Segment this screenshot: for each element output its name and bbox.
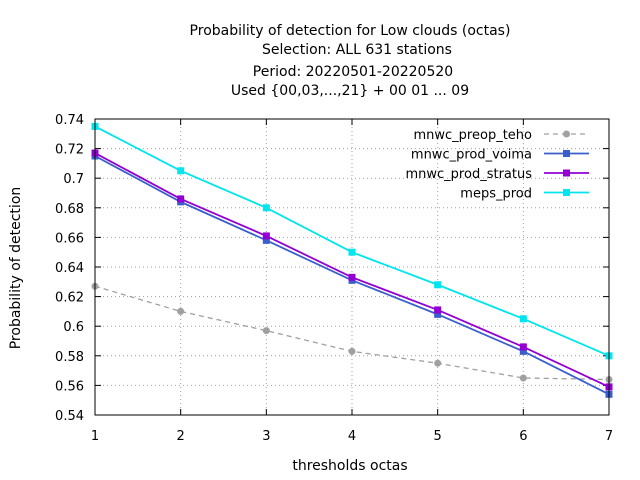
legend-label: meps_prod xyxy=(460,187,532,202)
x-tick-label: 2 xyxy=(177,429,185,444)
data-point xyxy=(177,307,185,315)
legend-label: mnwc_preop_teho xyxy=(414,128,533,143)
y-tick-label: 0.58 xyxy=(55,350,84,365)
legend: mnwc_preop_teho mnwc_prod_voima mnwc_prod_… xyxy=(406,128,589,202)
data-point xyxy=(348,248,356,256)
plot-frame xyxy=(94,118,610,416)
x-tick-label: 3 xyxy=(262,429,270,444)
x-axis-label: thresholds octas xyxy=(292,458,407,474)
legend-item: mnwc_preop_teho xyxy=(414,128,589,143)
data-point xyxy=(348,347,356,355)
series-mnwc_preop_teho xyxy=(91,282,613,383)
data-point xyxy=(519,343,527,351)
y-tick-label: 0.62 xyxy=(55,291,84,306)
y-axis-label: Probability of detection xyxy=(8,187,24,350)
legend-item: mnwc_prod_voima xyxy=(411,148,589,163)
axis-ticks: 0.54 0.56 0.58 0.6 0.62 0.64 0.66 0.68 0.7 0.72 0.… xyxy=(55,113,613,444)
data-point xyxy=(519,315,527,323)
data-point xyxy=(434,306,442,314)
title-line-3: Period: 20220501-20220520 xyxy=(253,64,453,80)
x-tick-label: 7 xyxy=(605,429,613,444)
x-tick-label: 1 xyxy=(91,429,99,444)
legend-item: meps_prod xyxy=(460,187,589,202)
data-point xyxy=(563,150,570,157)
x-tick-label: 6 xyxy=(519,429,527,444)
series-group xyxy=(91,122,613,398)
data-point xyxy=(262,232,270,240)
data-point xyxy=(434,359,442,367)
grid xyxy=(95,119,609,415)
data-point xyxy=(348,273,356,281)
x-tick-label: 4 xyxy=(348,429,356,444)
y-tick-label: 0.7 xyxy=(63,172,84,187)
data-point xyxy=(563,189,570,196)
data-point xyxy=(563,169,570,177)
y-tick-label: 0.74 xyxy=(55,113,84,128)
y-tick-label: 0.68 xyxy=(55,202,84,217)
data-point xyxy=(434,310,442,318)
y-tick-label: 0.64 xyxy=(55,261,84,276)
y-tick-label: 0.6 xyxy=(63,320,84,335)
legend-label: mnwc_prod_voima xyxy=(411,148,532,163)
y-tick-label: 0.72 xyxy=(55,143,84,158)
y-tick-label: 0.66 xyxy=(55,231,84,246)
data-point xyxy=(519,347,527,355)
data-point xyxy=(177,167,185,175)
legend-item: mnwc_prod_stratus xyxy=(406,167,589,182)
series-line xyxy=(94,285,610,381)
x-tick-label: 5 xyxy=(434,429,442,444)
y-tick-label: 0.56 xyxy=(55,379,84,394)
y-tick-label: 0.54 xyxy=(55,409,84,424)
title-line-2: Selection: ALL 631 stations xyxy=(262,42,452,58)
legend-label: mnwc_prod_stratus xyxy=(406,167,533,182)
chart-title: Probability of detection for Low clouds … xyxy=(190,23,511,99)
data-point xyxy=(434,281,442,289)
data-point xyxy=(177,195,185,203)
data-point xyxy=(262,327,270,335)
title-line-1: Probability of detection for Low clouds … xyxy=(190,23,511,39)
data-point xyxy=(262,236,270,244)
data-point xyxy=(519,374,527,382)
data-point xyxy=(563,130,570,138)
data-point xyxy=(262,204,270,212)
title-line-4: Used {00,03,...,21} + 00 01 ... 09 xyxy=(231,83,469,99)
